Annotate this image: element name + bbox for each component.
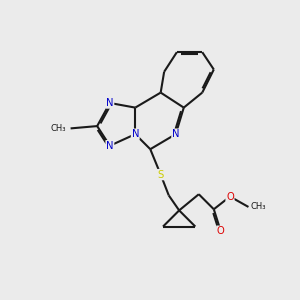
Text: CH₃: CH₃ [251, 202, 266, 211]
Text: O: O [217, 226, 225, 236]
Text: N: N [172, 129, 179, 139]
Text: N: N [106, 98, 114, 108]
Text: S: S [158, 169, 164, 180]
Text: O: O [226, 191, 234, 202]
Text: N: N [106, 141, 114, 151]
Text: N: N [131, 129, 139, 139]
Text: CH₃: CH₃ [50, 124, 66, 133]
